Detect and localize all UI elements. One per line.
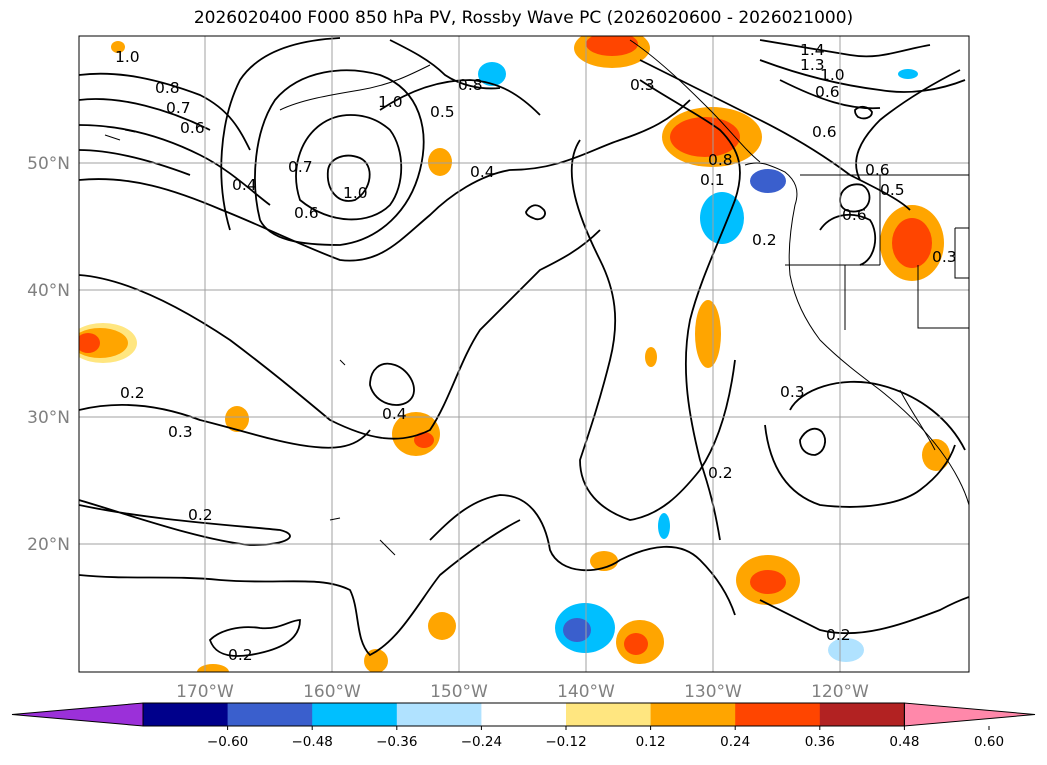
lon-tick-labels: 170°W 160°W 150°W 140°W 130°W 120°W bbox=[176, 682, 869, 702]
colorbar-tick-label: −0.24 bbox=[461, 734, 502, 750]
colorbar-segment bbox=[819, 703, 905, 726]
map-frame bbox=[78, 35, 970, 673]
contour-label: 0.2 bbox=[228, 646, 253, 664]
contour-label: 0.6 bbox=[812, 123, 837, 141]
colorbar-tick-label: 0.12 bbox=[636, 734, 666, 750]
contour-label: 0.5 bbox=[430, 103, 455, 121]
contour-label: 0.7 bbox=[166, 99, 191, 117]
contour-label: 0.8 bbox=[708, 151, 733, 169]
colorbar-tick-label: 0.36 bbox=[805, 734, 835, 750]
colorbar-segment bbox=[735, 703, 821, 726]
contour-label: 1.0 bbox=[378, 93, 403, 111]
contour-label: 0.6 bbox=[815, 83, 840, 101]
contour-label: 1.0 bbox=[115, 48, 140, 66]
contour-label: 0.6 bbox=[842, 206, 867, 224]
contour-label: 0.4 bbox=[232, 176, 257, 194]
lon-tick-label: 170°W bbox=[176, 682, 234, 702]
lon-tick-label: 130°W bbox=[684, 682, 742, 702]
contour-label: 1.4 bbox=[800, 41, 825, 59]
contour-label: 0.7 bbox=[288, 158, 313, 176]
contour-label: 0.3 bbox=[168, 423, 193, 441]
colorbar-tick-label: 0.48 bbox=[889, 734, 919, 750]
colorbar-segment bbox=[650, 703, 736, 726]
colorbar-segment bbox=[227, 703, 313, 726]
contour-label: 0.6 bbox=[180, 119, 205, 137]
contour-label: 0.2 bbox=[752, 231, 777, 249]
contour-label: 0.5 bbox=[880, 181, 905, 199]
contour-label: 0.3 bbox=[932, 248, 957, 266]
contour-label: 0.6 bbox=[865, 161, 890, 179]
lat-tick-label: 40°N bbox=[27, 281, 70, 301]
contour-label: 0.4 bbox=[470, 163, 495, 181]
colorbar-segment bbox=[312, 703, 398, 726]
contour-label: 0.3 bbox=[630, 76, 655, 94]
contour-label: 0.6 bbox=[294, 204, 319, 222]
lon-tick-label: 150°W bbox=[430, 682, 488, 702]
lon-tick-label: 140°W bbox=[557, 682, 615, 702]
colorbar-segment bbox=[396, 703, 482, 726]
colorbar-tick-label: −0.60 bbox=[207, 734, 248, 750]
contour-label: 1.0 bbox=[820, 66, 845, 84]
graticule bbox=[79, 36, 969, 672]
colorbar-outline bbox=[142, 702, 905, 727]
map-title: 2026020400 F000 850 hPa PV, Rossby Wave … bbox=[193, 8, 854, 28]
colorbar-tick-label: −0.48 bbox=[292, 734, 333, 750]
lon-tick-label: 120°W bbox=[811, 682, 869, 702]
colorbar-segment bbox=[566, 703, 652, 726]
contour-label: 1.0 bbox=[343, 184, 368, 202]
lat-tick-labels: 50°N 40°N 30°N 20°N bbox=[27, 154, 70, 555]
contour-label: 0.2 bbox=[826, 626, 851, 644]
colorbar-tick-label: 0.24 bbox=[720, 734, 750, 750]
colorbar: −0.60 −0.48 −0.36 −0.24 −0.12 0.12 0.24 0.36 0.4… bbox=[11, 702, 1036, 750]
contour-label: 0.8 bbox=[155, 79, 180, 97]
contour-label: 0.1 bbox=[700, 171, 725, 189]
colorbar-extend-min bbox=[11, 702, 144, 727]
contour-label: 0.3 bbox=[780, 383, 805, 401]
lat-tick-label: 50°N bbox=[27, 154, 70, 174]
colorbar-segment bbox=[143, 703, 229, 726]
contour-label: 0.4 bbox=[382, 405, 407, 423]
map-background bbox=[79, 36, 969, 672]
colorbar-tick-label: −0.12 bbox=[545, 734, 586, 750]
pv-contours bbox=[79, 37, 969, 657]
colorbar-tick-label: −0.36 bbox=[376, 734, 417, 750]
colorbar-tick-label: 0.60 bbox=[974, 734, 1004, 750]
contour-label: 0.8 bbox=[458, 76, 483, 94]
lat-tick-label: 30°N bbox=[27, 408, 70, 428]
lon-tick-label: 160°W bbox=[303, 682, 361, 702]
colorbar-segment bbox=[481, 703, 567, 726]
coastlines bbox=[104, 39, 969, 556]
colorbar-extend-max bbox=[903, 702, 1036, 727]
contour-label: 0.2 bbox=[120, 384, 145, 402]
contour-labels: 1.0 0.8 0.7 0.6 1.0 0.8 0.5 0.4 1.0 0.7 … bbox=[115, 41, 957, 664]
contour-label: 0.2 bbox=[708, 464, 733, 482]
lat-tick-label: 20°N bbox=[27, 535, 70, 555]
contour-label: 0.2 bbox=[188, 506, 213, 524]
contour-label: 1.3 bbox=[800, 56, 825, 74]
